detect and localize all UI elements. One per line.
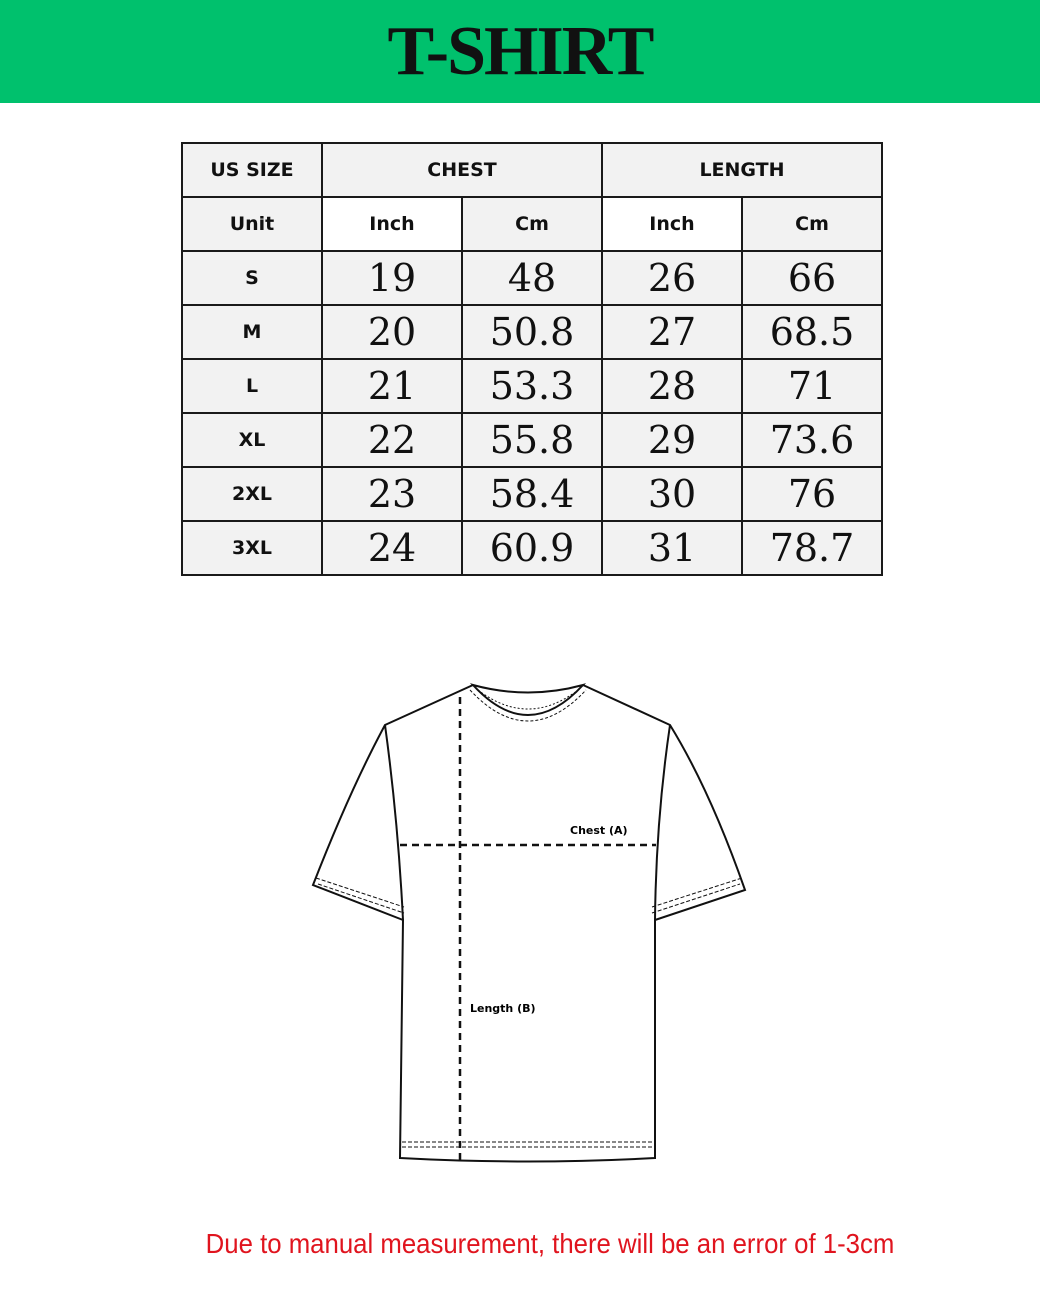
chest-inch-cell: 21: [321, 358, 463, 414]
chest-inch-cell: 24: [321, 520, 463, 576]
chest-inch-cell: 22: [321, 412, 463, 468]
length-inch-header: Inch: [601, 196, 743, 252]
table-row: 2XL 23 58.4 30 76: [181, 466, 883, 522]
table-row: L 21 53.3 28 71: [181, 358, 883, 414]
chest-cm-cell: 55.8: [461, 412, 603, 468]
length-cm-cell: 66: [741, 250, 883, 306]
length-inch-cell: 26: [601, 250, 743, 306]
size-table: US SIZE CHEST LENGTH Unit Inch Cm Inch C…: [181, 142, 883, 576]
size-cell: 3XL: [181, 520, 323, 576]
header-row: US SIZE CHEST LENGTH: [181, 142, 883, 198]
size-cell: XL: [181, 412, 323, 468]
chest-cm-header: Cm: [461, 196, 603, 252]
unit-label: Unit: [181, 196, 323, 252]
length-inch-cell: 29: [601, 412, 743, 468]
length-cm-header: Cm: [741, 196, 883, 252]
table-row: S 19 48 26 66: [181, 250, 883, 306]
chest-label: Chest (A): [570, 824, 628, 837]
header-us-size: US SIZE: [181, 142, 323, 198]
length-cm-cell: 73.6: [741, 412, 883, 468]
length-inch-cell: 27: [601, 304, 743, 360]
page-title: T-SHIRT: [387, 12, 655, 90]
size-cell: M: [181, 304, 323, 360]
length-label: Length (B): [470, 1002, 536, 1015]
title-banner: T-SHIRT: [0, 0, 1040, 103]
chest-inch-cell: 20: [321, 304, 463, 360]
chest-cm-cell: 60.9: [461, 520, 603, 576]
tshirt-diagram: Chest (A) Length (B): [311, 683, 747, 1163]
header-chest: CHEST: [321, 142, 603, 198]
length-cm-cell: 78.7: [741, 520, 883, 576]
chest-cm-cell: 48: [461, 250, 603, 306]
size-cell: L: [181, 358, 323, 414]
table-row: XL 22 55.8 29 73.6: [181, 412, 883, 468]
unit-row: Unit Inch Cm Inch Cm: [181, 196, 883, 252]
collar: [469, 683, 587, 716]
chest-inch-cell: 19: [321, 250, 463, 306]
size-cell: 2XL: [181, 466, 323, 522]
header-length: LENGTH: [601, 142, 883, 198]
size-cell: S: [181, 250, 323, 306]
table-row: 3XL 24 60.9 31 78.7: [181, 520, 883, 576]
length-cm-cell: 76: [741, 466, 883, 522]
chest-cm-cell: 53.3: [461, 358, 603, 414]
length-inch-cell: 30: [601, 466, 743, 522]
length-inch-cell: 31: [601, 520, 743, 576]
chest-inch-header: Inch: [321, 196, 463, 252]
length-cm-cell: 68.5: [741, 304, 883, 360]
tshirt-outline: [311, 684, 747, 1163]
chest-inch-cell: 23: [321, 466, 463, 522]
measurement-note: Due to manual measurement, there will be…: [205, 1228, 895, 1259]
length-cm-cell: 71: [741, 358, 883, 414]
length-inch-cell: 28: [601, 358, 743, 414]
chest-cm-cell: 58.4: [461, 466, 603, 522]
chest-cm-cell: 50.8: [461, 304, 603, 360]
table-row: M 20 50.8 27 68.5: [181, 304, 883, 360]
